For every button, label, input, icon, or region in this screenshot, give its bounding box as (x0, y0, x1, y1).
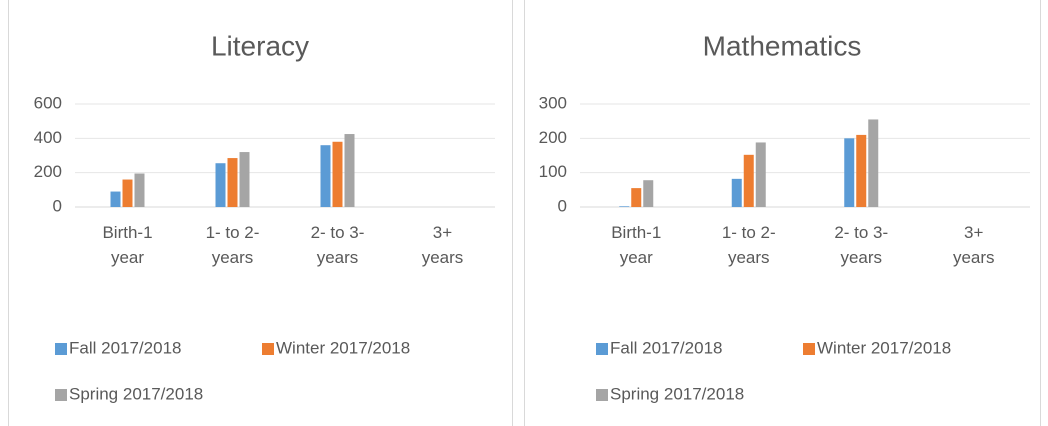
x-tick-label: 1- to 2-years (205, 223, 260, 267)
bar (332, 141, 343, 207)
bar (844, 138, 855, 207)
bar (868, 119, 879, 207)
bar (643, 180, 654, 207)
legend-label: Winter 2017/2018 (276, 338, 410, 357)
bar (215, 163, 226, 207)
panel-border (524, 0, 1041, 426)
bar (320, 145, 331, 207)
legend-swatch (262, 343, 274, 355)
y-tick-label: 0 (558, 196, 567, 215)
legend-label: Spring 2017/2018 (610, 384, 744, 403)
x-tick-label: 3+ years (952, 223, 995, 267)
bar (731, 178, 742, 207)
y-tick-label: 100 (539, 162, 567, 181)
legend-label: Fall 2017/2018 (69, 338, 181, 357)
bar (631, 188, 642, 207)
legend-label: Fall 2017/2018 (610, 338, 722, 357)
legend-swatch (596, 343, 608, 355)
y-tick-label: 400 (34, 128, 62, 147)
x-tick-label: 1- to 2-years (721, 223, 776, 267)
bar (134, 173, 145, 207)
x-tick-label: Birth-1 year (102, 223, 153, 267)
x-tick-label: Birth-1 year (611, 223, 662, 267)
x-tick-label: 2- to 3-years (834, 223, 889, 267)
bar (122, 179, 133, 207)
chart-title: Mathematics (703, 30, 862, 61)
legend-label: Winter 2017/2018 (817, 338, 951, 357)
legend-swatch (55, 343, 67, 355)
x-tick-label: 2- to 3-years (310, 223, 365, 267)
y-tick-label: 200 (539, 128, 567, 147)
bar (344, 134, 355, 207)
chart-title: Literacy (211, 30, 309, 61)
bar (239, 152, 250, 207)
legend-swatch (55, 389, 67, 401)
bar (110, 191, 121, 207)
bar (856, 134, 867, 207)
x-tick-label: 3+ years (421, 223, 464, 267)
panel-border (8, 0, 513, 426)
bar (619, 206, 630, 207)
legend-label: Spring 2017/2018 (69, 384, 203, 403)
bar (755, 142, 766, 207)
y-tick-label: 200 (34, 162, 62, 181)
bar (227, 158, 238, 207)
legend-swatch (596, 389, 608, 401)
y-tick-label: 0 (53, 196, 62, 215)
y-tick-label: 300 (539, 93, 567, 112)
y-tick-label: 600 (34, 93, 62, 112)
bar (743, 154, 754, 207)
legend-swatch (803, 343, 815, 355)
